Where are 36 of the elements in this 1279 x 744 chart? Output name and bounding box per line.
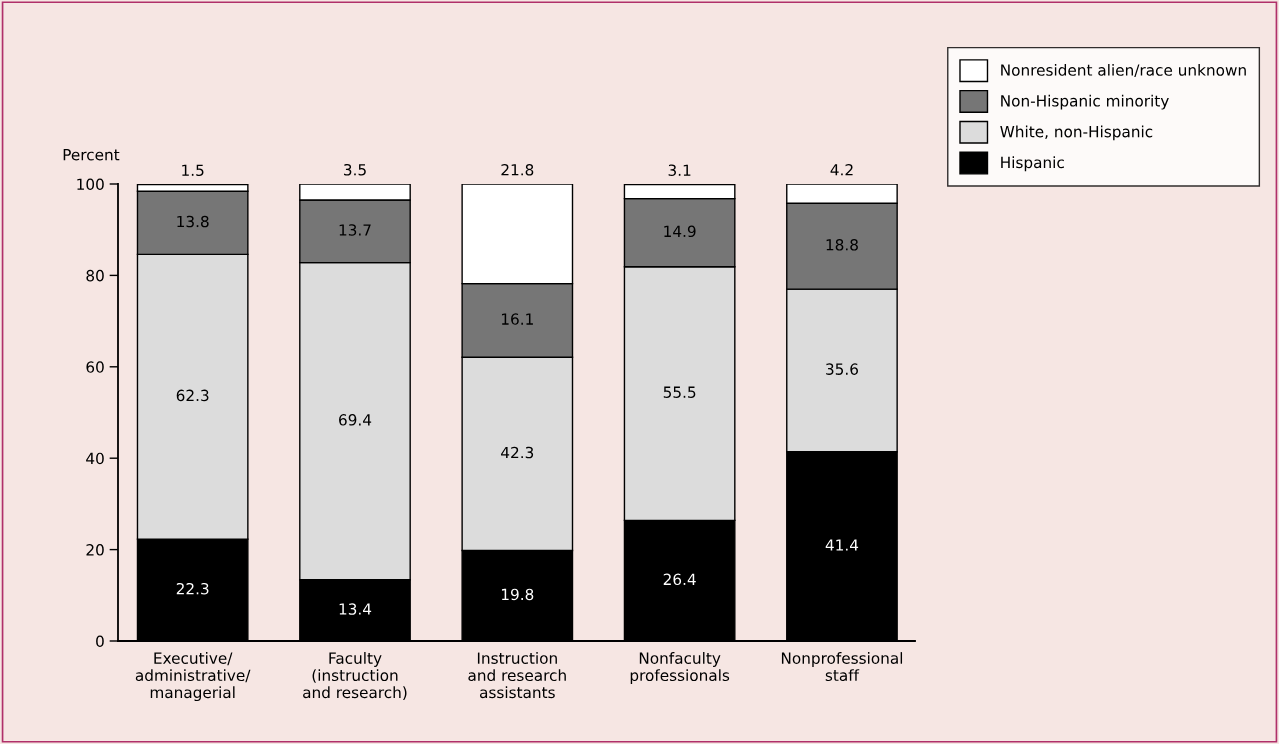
data-label: 3.1 <box>668 164 691 177</box>
legend-label: Nonresident alien/race unknown <box>1001 63 1246 78</box>
data-label: 19.8 <box>501 588 534 601</box>
x-tick-label: Executive/ administrative/ managerial <box>135 652 251 702</box>
legend-label: White, non-Hispanic <box>1000 125 1153 141</box>
legend-label: Hispanic <box>1001 156 1064 172</box>
data-label: 41.4 <box>825 539 859 551</box>
data-label: 26.4 <box>663 573 696 586</box>
data-label: 13.8 <box>177 215 209 228</box>
data-label: 4.2 <box>830 164 853 176</box>
data-label: 35.6 <box>826 363 858 375</box>
y-tick-label: 60 <box>86 361 104 373</box>
data-label: 16.1 <box>501 313 533 325</box>
data-label: 22.3 <box>176 582 209 595</box>
data-label: 42.3 <box>501 446 534 459</box>
y-tick-label: 20 <box>86 544 104 556</box>
x-tick-label: Faculty (instruction and research) <box>303 652 407 700</box>
data-label: 13.4 <box>339 603 372 615</box>
data-label: 69.4 <box>339 414 372 426</box>
data-label: 14.9 <box>664 225 696 238</box>
x-tick-label: Nonprofessional staff <box>781 652 903 682</box>
data-label: 21.8 <box>501 164 534 176</box>
x-tick-label: Nonfaculty professionals <box>630 652 730 684</box>
data-label: 18.8 <box>826 239 858 251</box>
y-axis-title: Percent <box>63 149 120 161</box>
data-label: 55.5 <box>663 386 696 398</box>
y-tick-label: 40 <box>86 452 104 465</box>
data-label: 62.3 <box>176 389 209 402</box>
y-tick-label: 0 <box>96 635 104 648</box>
x-tick-label: Instruction and research assistants <box>468 652 566 699</box>
y-tick-label: 100 <box>77 178 104 191</box>
data-label: 1.5 <box>182 164 204 177</box>
legend-label: Non-Hispanic minority <box>1001 94 1169 110</box>
data-label: 13.7 <box>339 224 371 236</box>
y-tick-label: 80 <box>86 269 104 282</box>
data-label: 3.5 <box>344 164 366 176</box>
